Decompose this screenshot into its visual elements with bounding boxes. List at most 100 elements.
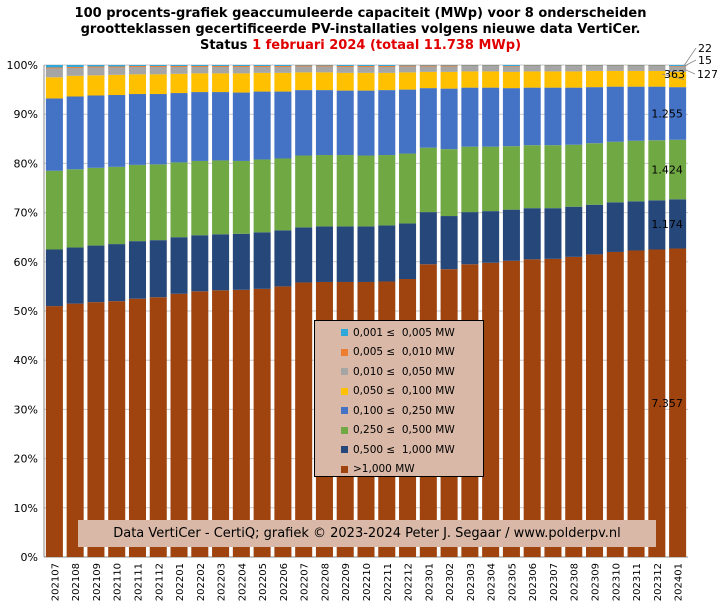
y-tick-label: 0% xyxy=(21,551,38,564)
bar-segment xyxy=(108,67,126,75)
chart-title: 100 procents-grafiek geaccumuleerde capa… xyxy=(0,6,721,54)
bar-segment xyxy=(606,251,624,557)
bar-segment xyxy=(274,91,292,159)
bar-column xyxy=(544,65,562,557)
bar-segment xyxy=(336,72,354,91)
bar-segment xyxy=(315,226,333,282)
bar-segment xyxy=(253,65,271,67)
x-tick-label: 202110 xyxy=(113,563,124,601)
bar-segment xyxy=(66,247,84,304)
bar-segment xyxy=(378,72,396,91)
bar-segment xyxy=(378,65,396,66)
bar-segment xyxy=(378,155,396,226)
bar-segment xyxy=(419,65,437,67)
x-tick-label: 202202 xyxy=(196,563,207,601)
bar-segment xyxy=(669,65,687,66)
bar-segment xyxy=(170,65,188,67)
bar-segment xyxy=(378,90,396,156)
bar-column xyxy=(191,65,209,557)
bar-segment xyxy=(232,65,250,67)
bar-segment xyxy=(45,77,63,99)
bar-segment xyxy=(440,149,458,217)
legend-swatch xyxy=(341,387,348,395)
bar-segment xyxy=(253,65,271,66)
bar-column xyxy=(627,65,645,557)
bar-segment xyxy=(149,94,167,165)
legend-label: >1,000 MW xyxy=(353,463,415,476)
bar-segment xyxy=(128,65,147,66)
leader-line xyxy=(683,68,696,75)
x-tick-label: 202401 xyxy=(674,563,685,601)
x-tick-label: 202304 xyxy=(487,563,498,601)
bar-column xyxy=(232,65,250,557)
bar-segment xyxy=(128,66,147,75)
bar-segment xyxy=(45,68,63,78)
bar-segment xyxy=(232,92,250,161)
bar-segment xyxy=(461,146,479,213)
bar-segment xyxy=(565,206,583,257)
y-tick-label: 40% xyxy=(14,354,38,367)
legend-item: 0,250 ≤ 0,500 MW xyxy=(341,421,483,441)
bar-column xyxy=(585,65,604,558)
bar-segment xyxy=(606,70,624,87)
bar-segment xyxy=(45,98,63,171)
bar-segment xyxy=(461,212,479,265)
bar-segment xyxy=(253,159,271,233)
x-tick-label: 202212 xyxy=(404,563,415,601)
title-line-2: grootteklassen gecertificeerde PV-instal… xyxy=(80,22,641,37)
bar-segment xyxy=(565,65,583,72)
y-tick-label: 30% xyxy=(14,403,38,416)
bar-segment xyxy=(461,65,479,72)
value-label: 15 xyxy=(698,54,712,67)
bar-segment xyxy=(87,66,105,68)
bar-column xyxy=(66,65,84,557)
bar-segment xyxy=(378,225,396,282)
x-tick-label: 202203 xyxy=(217,563,228,601)
bar-segment xyxy=(461,87,479,147)
bar-segment xyxy=(482,146,500,212)
bar-segment xyxy=(170,66,188,74)
x-tick-label: 202301 xyxy=(424,563,435,601)
title-prefix: Status xyxy=(199,38,253,53)
bar-segment xyxy=(191,65,209,67)
x-tick-label: 202112 xyxy=(154,563,165,601)
bar-segment xyxy=(315,155,333,227)
bar-segment xyxy=(523,65,541,72)
bar-segment xyxy=(523,208,541,260)
y-tick-label: 60% xyxy=(14,256,38,269)
bar-segment xyxy=(274,286,292,557)
bar-segment xyxy=(87,167,105,246)
bar-segment xyxy=(212,234,230,291)
x-tick-label: 202207 xyxy=(300,563,311,601)
bar-segment xyxy=(295,90,313,156)
bar-segment xyxy=(149,74,167,95)
leader-line xyxy=(661,73,685,80)
bar-segment xyxy=(482,211,500,263)
x-tick-label: 202305 xyxy=(507,563,518,601)
legend-label: 0,250 ≤ 0,500 MW xyxy=(353,424,455,437)
bar-segment xyxy=(295,155,313,228)
bar-segment xyxy=(274,230,292,287)
value-label: 1.424 xyxy=(651,164,683,177)
bar-segment xyxy=(606,65,624,71)
bar-segment xyxy=(565,144,583,207)
bar-segment xyxy=(87,245,105,303)
bar-segment xyxy=(108,95,126,167)
bar-segment xyxy=(128,241,147,299)
value-label: 363 xyxy=(664,68,685,81)
bar-segment xyxy=(419,66,437,72)
bar-segment xyxy=(523,259,541,557)
bar-segment xyxy=(482,262,500,557)
bar-segment xyxy=(336,155,354,227)
title-line-1: 100 procents-grafiek geaccumuleerde capa… xyxy=(74,6,647,21)
bar-segment xyxy=(565,256,583,557)
legend-item: 0,010 ≤ 0,050 MW xyxy=(341,362,483,382)
bar-segment xyxy=(128,74,147,95)
bar-segment xyxy=(336,226,354,282)
bar-column xyxy=(419,65,437,557)
bar-column xyxy=(212,65,230,557)
x-tick-label: 202209 xyxy=(341,563,352,601)
value-label: 1.255 xyxy=(651,107,683,120)
bar-segment xyxy=(191,160,209,236)
bar-segment xyxy=(108,66,126,68)
